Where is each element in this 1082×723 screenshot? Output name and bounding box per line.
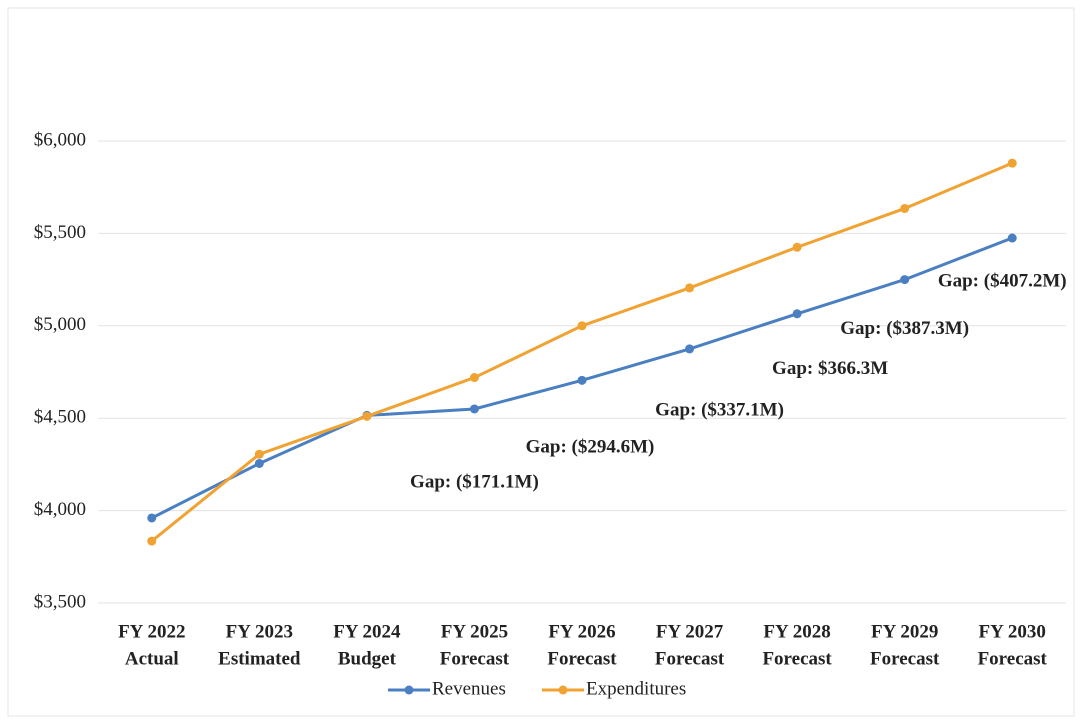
x-tick-label: Estimated: [218, 648, 301, 669]
x-tick-label: FY 2024: [333, 621, 401, 642]
x-tick-label: Budget: [338, 648, 397, 669]
point: [900, 275, 910, 285]
x-tick-label: FY 2029: [871, 621, 938, 642]
x-tick-label: Forecast: [978, 648, 1048, 669]
legend-label: Expenditures: [586, 678, 686, 699]
y-tick-label: $6,000: [34, 129, 86, 150]
x-tick-label: Forecast: [655, 648, 725, 669]
legend-marker: [404, 685, 414, 695]
point: [792, 242, 802, 252]
annotation: Gap: $366.3M: [772, 358, 888, 379]
point: [1007, 233, 1017, 243]
point: [792, 309, 802, 319]
x-tick-label: Forecast: [440, 648, 510, 669]
point: [685, 344, 695, 354]
x-tick-label: FY 2028: [763, 621, 830, 642]
point: [685, 283, 695, 293]
x-tick-label: FY 2025: [441, 621, 508, 642]
x-tick-label: FY 2022: [118, 621, 185, 642]
point: [254, 458, 264, 468]
point: [254, 449, 264, 459]
point: [577, 321, 587, 331]
x-tick-label: FY 2027: [656, 621, 724, 642]
y-tick-label: $5,000: [34, 314, 86, 335]
x-tick-label: Forecast: [547, 648, 617, 669]
legend-label: Revenues: [432, 678, 506, 699]
point: [147, 536, 157, 546]
annotation: Gap: ($407.2M): [938, 270, 1067, 291]
point: [469, 373, 479, 383]
chart-border: [7, 7, 1075, 717]
x-tick-label: FY 2023: [226, 621, 293, 642]
point: [469, 404, 479, 414]
y-tick-label: $3,500: [34, 591, 86, 612]
y-tick-label: $4,000: [34, 499, 86, 520]
point: [362, 411, 372, 421]
annotation: Gap: ($337.1M): [655, 399, 784, 420]
x-tick-label: Forecast: [762, 648, 832, 669]
y-tick-label: $5,500: [34, 222, 86, 243]
annotation: Gap: ($294.6M): [526, 437, 655, 458]
y-tick-label: $4,500: [34, 407, 86, 428]
x-tick-label: Forecast: [870, 648, 940, 669]
point: [147, 513, 157, 523]
point: [900, 203, 910, 213]
annotation: Gap: ($387.3M): [840, 318, 969, 339]
point: [1007, 158, 1017, 168]
annotation: Gap: ($171.1M): [410, 471, 539, 492]
x-tick-label: FY 2030: [979, 621, 1046, 642]
x-tick-label: Actual: [125, 648, 179, 669]
legend-marker: [558, 685, 568, 695]
point: [577, 375, 587, 385]
x-tick-label: FY 2026: [548, 621, 615, 642]
